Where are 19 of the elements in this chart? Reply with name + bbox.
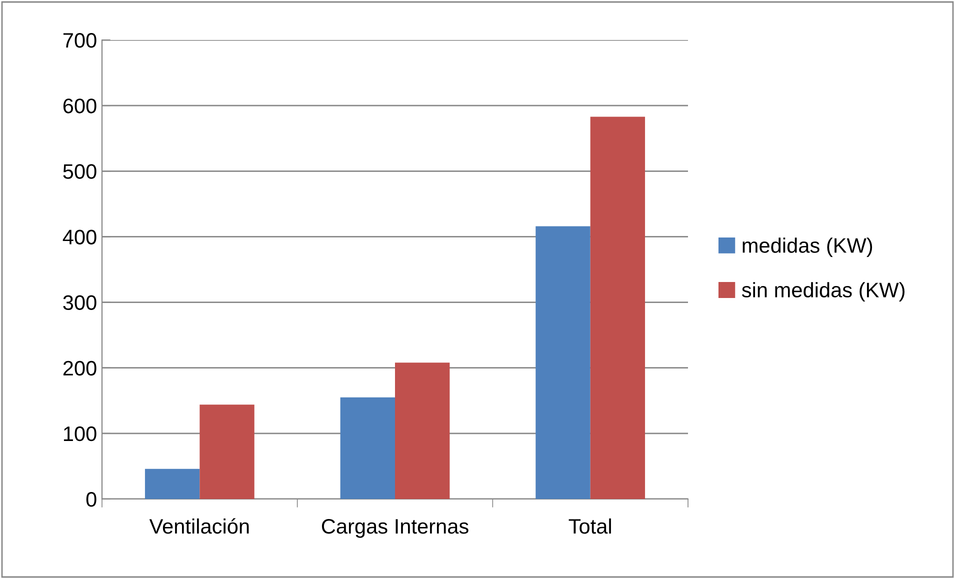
y-tick-label: 0 [86, 492, 96, 507]
x-tick-label: Cargas Internas [322, 518, 468, 538]
legend-label: medidas (KW) [742, 238, 872, 257]
bar [590, 116, 646, 499]
y-tick-label: 100 [64, 426, 96, 442]
bar [200, 404, 254, 499]
legend-label: sin medidas (KW) [742, 282, 904, 302]
y-tick-label: 300 [63, 295, 96, 310]
y-tick-label: 200 [63, 360, 96, 376]
y-tick-label: 400 [62, 230, 96, 244]
bar [395, 362, 450, 499]
y-tick-label: 500 [63, 164, 96, 179]
bar [340, 397, 395, 499]
y-tick-label: 600 [63, 98, 96, 114]
y-tick-label: 700 [63, 33, 96, 48]
x-tick-label: Total [568, 518, 611, 534]
x-tick-label: Ventilación [149, 518, 249, 534]
bar [536, 226, 590, 499]
bar [144, 468, 200, 499]
